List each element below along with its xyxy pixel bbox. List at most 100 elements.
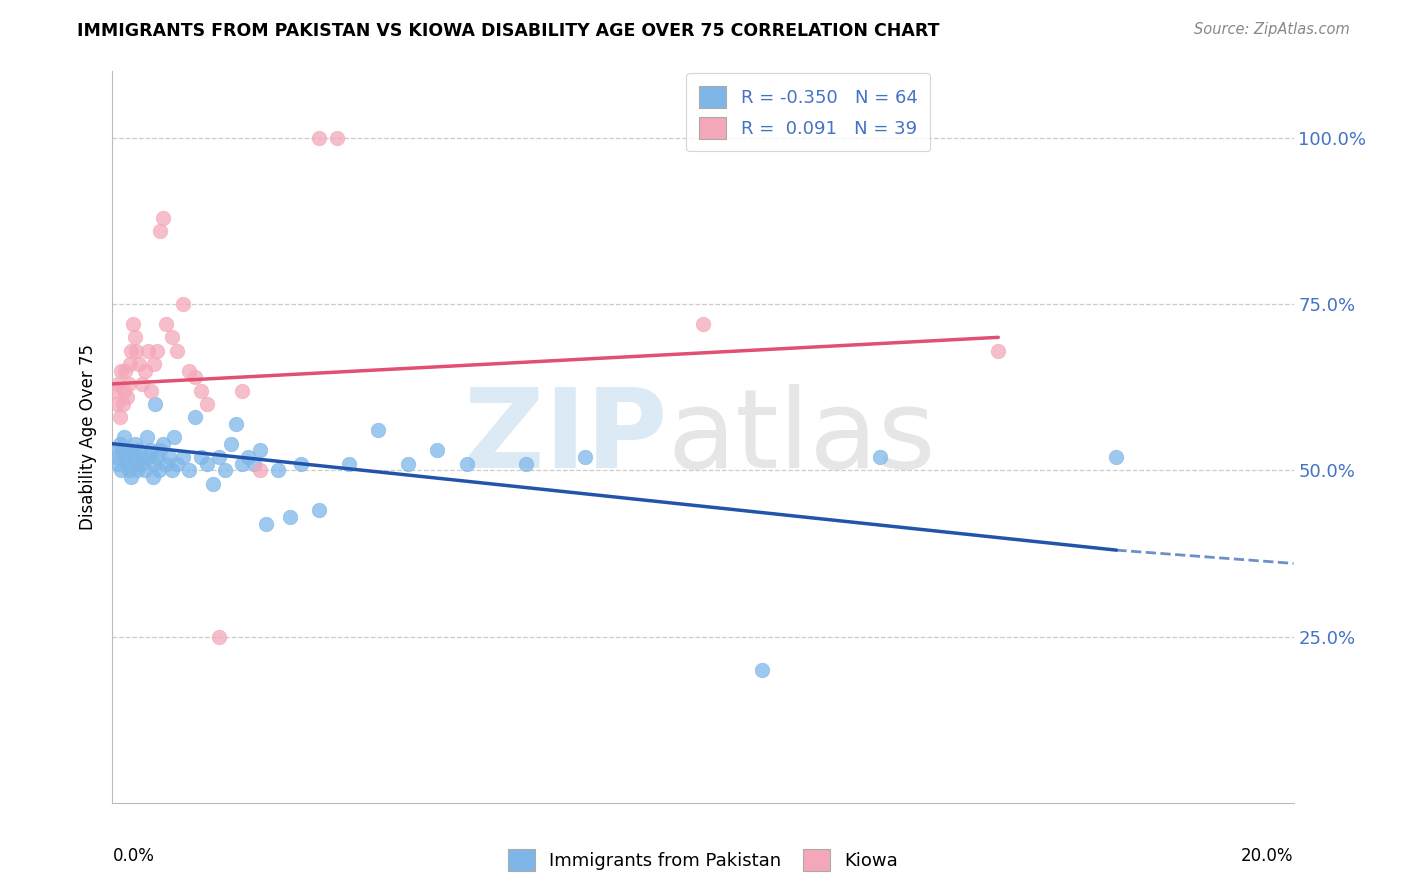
Text: Source: ZipAtlas.com: Source: ZipAtlas.com: [1194, 22, 1350, 37]
Point: [308, 503, 330, 517]
Point: [135, 430, 157, 444]
Point: [184, 410, 207, 425]
Text: 20.0%: 20.0%: [1241, 847, 1294, 864]
Point: [110, 363, 132, 377]
Point: [155, 317, 177, 331]
Point: [326, 131, 349, 145]
Point: [166, 457, 188, 471]
Point: [134, 363, 156, 377]
Point: [160, 463, 183, 477]
Point: [152, 436, 174, 450]
Point: [136, 343, 159, 358]
Point: [124, 436, 146, 450]
Point: [249, 463, 271, 477]
Point: [117, 457, 138, 471]
Point: [231, 457, 253, 471]
Point: [201, 476, 224, 491]
Point: [122, 317, 145, 331]
Point: [238, 450, 260, 464]
Point: [127, 463, 149, 477]
Point: [120, 357, 142, 371]
Point: [112, 443, 135, 458]
Point: [131, 376, 153, 391]
Text: 0.0%: 0.0%: [112, 847, 155, 864]
Point: [574, 450, 596, 464]
Point: [134, 463, 156, 477]
Point: [208, 450, 231, 464]
Point: [249, 443, 271, 458]
Point: [112, 384, 135, 398]
Point: [125, 457, 148, 471]
Point: [692, 317, 714, 331]
Point: [367, 424, 389, 438]
Point: [104, 384, 127, 398]
Point: [515, 457, 537, 471]
Point: [120, 443, 142, 458]
Point: [172, 450, 194, 464]
Point: [139, 384, 162, 398]
Point: [122, 450, 145, 464]
Point: [190, 450, 212, 464]
Point: [214, 463, 236, 477]
Point: [225, 417, 247, 431]
Point: [155, 457, 177, 471]
Point: [337, 457, 360, 471]
Point: [136, 450, 159, 464]
Point: [114, 363, 136, 377]
Point: [149, 224, 172, 238]
Point: [278, 509, 301, 524]
Point: [456, 457, 478, 471]
Point: [112, 397, 135, 411]
Point: [118, 376, 141, 391]
Point: [143, 397, 166, 411]
Text: ZIP: ZIP: [464, 384, 668, 491]
Point: [195, 457, 218, 471]
Point: [190, 384, 212, 398]
Point: [146, 343, 169, 358]
Point: [751, 663, 773, 677]
Point: [243, 457, 266, 471]
Point: [125, 343, 148, 358]
Point: [219, 436, 242, 450]
Point: [104, 443, 127, 458]
Point: [142, 470, 165, 484]
Point: [107, 376, 129, 391]
Point: [254, 516, 277, 531]
Point: [139, 443, 162, 458]
Point: [105, 450, 128, 464]
Point: [107, 457, 129, 471]
Point: [184, 370, 207, 384]
Text: IMMIGRANTS FROM PAKISTAN VS KIOWA DISABILITY AGE OVER 75 CORRELATION CHART: IMMIGRANTS FROM PAKISTAN VS KIOWA DISABI…: [77, 22, 939, 40]
Point: [110, 463, 132, 477]
Point: [117, 390, 138, 404]
Point: [131, 450, 153, 464]
Point: [179, 463, 201, 477]
Point: [426, 443, 449, 458]
Point: [112, 430, 135, 444]
Point: [157, 450, 180, 464]
Point: [195, 397, 218, 411]
Point: [160, 330, 183, 344]
Point: [114, 450, 136, 464]
Point: [166, 343, 188, 358]
Point: [290, 457, 312, 471]
Point: [128, 443, 150, 458]
Point: [179, 363, 201, 377]
Text: atlas: atlas: [668, 384, 936, 491]
Point: [124, 330, 146, 344]
Point: [149, 443, 172, 458]
Point: [163, 430, 186, 444]
Point: [172, 297, 194, 311]
Point: [869, 450, 891, 464]
Point: [1105, 450, 1128, 464]
Point: [208, 630, 231, 644]
Point: [108, 410, 131, 425]
Point: [118, 463, 141, 477]
Y-axis label: Disability Age Over 75: Disability Age Over 75: [79, 344, 97, 530]
Legend: Immigrants from Pakistan, Kiowa: Immigrants from Pakistan, Kiowa: [501, 842, 905, 879]
Point: [129, 457, 152, 471]
Point: [120, 343, 142, 358]
Point: [108, 436, 131, 450]
Point: [396, 457, 419, 471]
Legend: R = -0.350   N = 64, R =  0.091   N = 39: R = -0.350 N = 64, R = 0.091 N = 39: [686, 73, 931, 152]
